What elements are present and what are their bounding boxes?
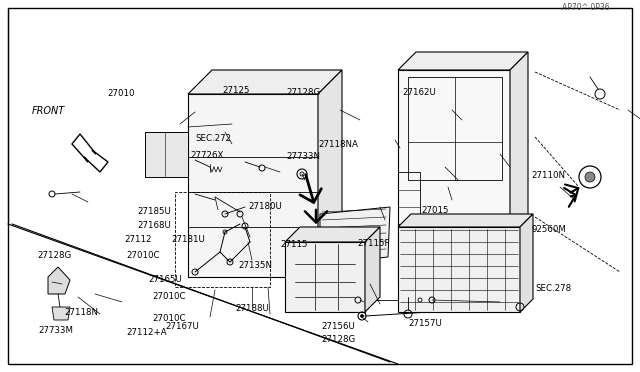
Text: 27733M: 27733M bbox=[38, 326, 74, 335]
Polygon shape bbox=[398, 70, 510, 284]
Polygon shape bbox=[285, 227, 380, 242]
Polygon shape bbox=[398, 52, 528, 70]
Text: SEC.272: SEC.272 bbox=[195, 134, 231, 143]
Bar bbox=[175, 192, 270, 287]
Text: 27165U: 27165U bbox=[148, 275, 182, 284]
Polygon shape bbox=[398, 227, 520, 312]
Polygon shape bbox=[398, 214, 533, 227]
Text: 27188U: 27188U bbox=[236, 304, 269, 313]
Text: 92560M: 92560M bbox=[531, 225, 566, 234]
Text: 27128G: 27128G bbox=[287, 88, 321, 97]
Polygon shape bbox=[285, 242, 365, 312]
Text: 27156U: 27156U bbox=[321, 322, 355, 331]
Polygon shape bbox=[318, 70, 342, 277]
Text: 27167U: 27167U bbox=[165, 322, 199, 331]
Text: 27125: 27125 bbox=[223, 86, 250, 94]
Text: 27112: 27112 bbox=[125, 235, 152, 244]
Text: 27010C: 27010C bbox=[127, 251, 160, 260]
Text: 27118N: 27118N bbox=[64, 308, 98, 317]
Text: 27135N: 27135N bbox=[238, 262, 272, 270]
Text: 27726X: 27726X bbox=[191, 151, 224, 160]
Circle shape bbox=[360, 314, 364, 317]
Polygon shape bbox=[520, 214, 533, 312]
Text: 27733N: 27733N bbox=[287, 153, 321, 161]
Text: 27110N: 27110N bbox=[531, 171, 565, 180]
Text: AP70^ 0P36: AP70^ 0P36 bbox=[563, 3, 610, 12]
Polygon shape bbox=[145, 132, 188, 177]
Text: 27180U: 27180U bbox=[248, 202, 282, 211]
Text: FRONT: FRONT bbox=[32, 106, 65, 116]
Text: 27181U: 27181U bbox=[172, 235, 205, 244]
Text: 27185U: 27185U bbox=[138, 207, 172, 216]
Polygon shape bbox=[48, 267, 70, 294]
Text: 27118NA: 27118NA bbox=[319, 140, 358, 149]
Polygon shape bbox=[52, 307, 70, 320]
Text: SEC.278: SEC.278 bbox=[535, 284, 571, 293]
Circle shape bbox=[585, 172, 595, 182]
Text: 27010: 27010 bbox=[108, 89, 135, 98]
Text: 27015: 27015 bbox=[421, 206, 449, 215]
Text: 27128G: 27128G bbox=[37, 251, 72, 260]
Text: 27128G: 27128G bbox=[321, 335, 356, 344]
Polygon shape bbox=[365, 227, 380, 312]
Polygon shape bbox=[320, 207, 390, 264]
Polygon shape bbox=[188, 94, 318, 277]
Text: 27115F: 27115F bbox=[357, 239, 390, 248]
Text: 27168U: 27168U bbox=[138, 221, 172, 230]
Polygon shape bbox=[510, 52, 528, 284]
Text: 27157U: 27157U bbox=[408, 319, 442, 328]
Text: 27162U: 27162U bbox=[402, 88, 436, 97]
Text: 27115: 27115 bbox=[280, 240, 308, 249]
Text: 27010C: 27010C bbox=[152, 292, 186, 301]
Text: 27112+A: 27112+A bbox=[127, 328, 167, 337]
Text: 27010C: 27010C bbox=[152, 314, 186, 323]
Polygon shape bbox=[188, 70, 342, 94]
